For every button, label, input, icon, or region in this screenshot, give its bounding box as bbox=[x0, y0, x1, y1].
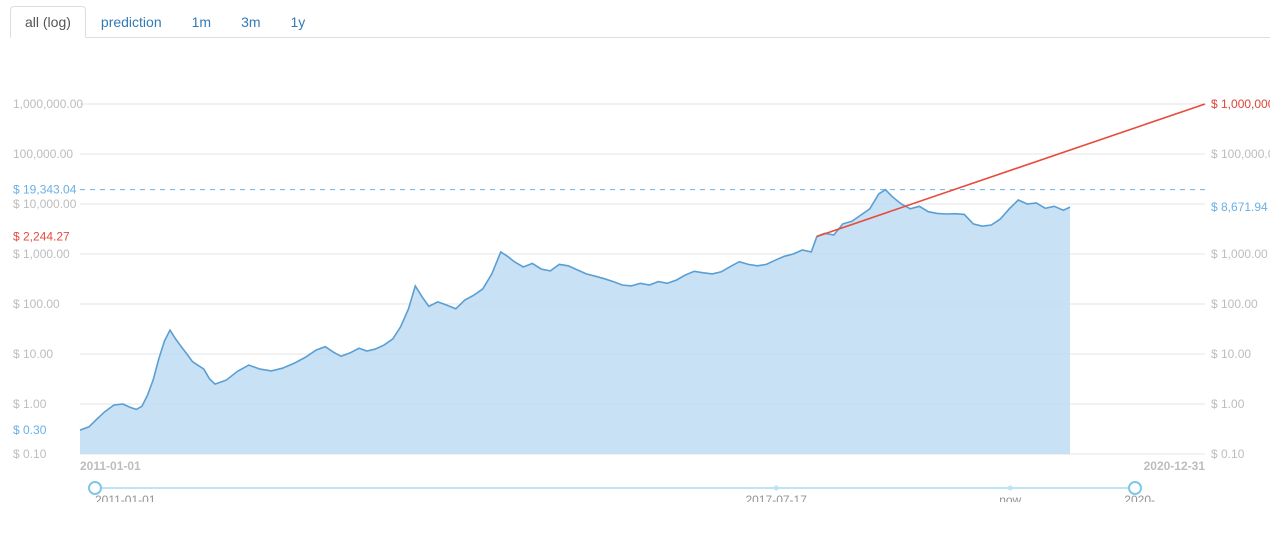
slider-label: 2020- bbox=[1124, 493, 1155, 502]
tab-all-log-[interactable]: all (log) bbox=[10, 6, 86, 38]
y-tick-right: $ 1,000.00 bbox=[1211, 247, 1268, 261]
y-tick-right: $ 0.10 bbox=[1211, 447, 1245, 461]
slider-label: 2017-07-17 bbox=[746, 493, 808, 502]
tab-1m[interactable]: 1m bbox=[177, 6, 226, 38]
y-tick-left: $ 10.00 bbox=[13, 347, 53, 361]
price-area bbox=[80, 190, 1070, 454]
tab-1y[interactable]: 1y bbox=[276, 6, 321, 38]
marker-right: $ 8,671.94 bbox=[1211, 200, 1268, 214]
marker-left: $ 19,343.04 bbox=[13, 183, 77, 197]
y-tick-right: $ 10.00 bbox=[1211, 347, 1251, 361]
price-chart: 1,000,000.00 100,000.00 $ 10,000.00 $ 1,000… bbox=[10, 42, 1270, 502]
marker-left: $ 0.30 bbox=[13, 423, 47, 437]
tab-prediction[interactable]: prediction bbox=[86, 6, 177, 38]
tab-3m[interactable]: 3m bbox=[226, 6, 275, 38]
slider-label: now bbox=[999, 493, 1021, 502]
y-tick-right: $ 100,000.00 bbox=[1211, 147, 1270, 161]
y-tick-left: $ 100.00 bbox=[13, 297, 60, 311]
y-tick-right: $ 1.00 bbox=[1211, 397, 1245, 411]
y-tick-left: $ 10,000.00 bbox=[13, 197, 77, 211]
y-tick-left: 100,000.00 bbox=[13, 147, 73, 161]
x-axis-label: 2020-12-31 bbox=[1144, 459, 1206, 473]
prediction-end-label: $ 1,000,000.00 bbox=[1211, 97, 1270, 111]
slider-tick bbox=[1008, 486, 1013, 491]
marker-left: $ 2,244.27 bbox=[13, 229, 70, 243]
tabs-bar: all (log)prediction1m3m1y bbox=[10, 6, 1270, 38]
slider-label: 2011-01-01 bbox=[95, 493, 156, 502]
y-tick-left: $ 0.10 bbox=[13, 447, 47, 461]
chart-container: 1,000,000.00 100,000.00 $ 10,000.00 $ 1,000… bbox=[10, 42, 1270, 502]
y-tick-left: 1,000,000.00 bbox=[13, 97, 83, 111]
y-tick-left: $ 1,000.00 bbox=[13, 247, 70, 261]
slider-tick bbox=[774, 486, 779, 491]
y-tick-left: $ 1.00 bbox=[13, 397, 47, 411]
y-tick-right: $ 100.00 bbox=[1211, 297, 1258, 311]
x-axis-label: 2011-01-01 bbox=[80, 459, 141, 473]
